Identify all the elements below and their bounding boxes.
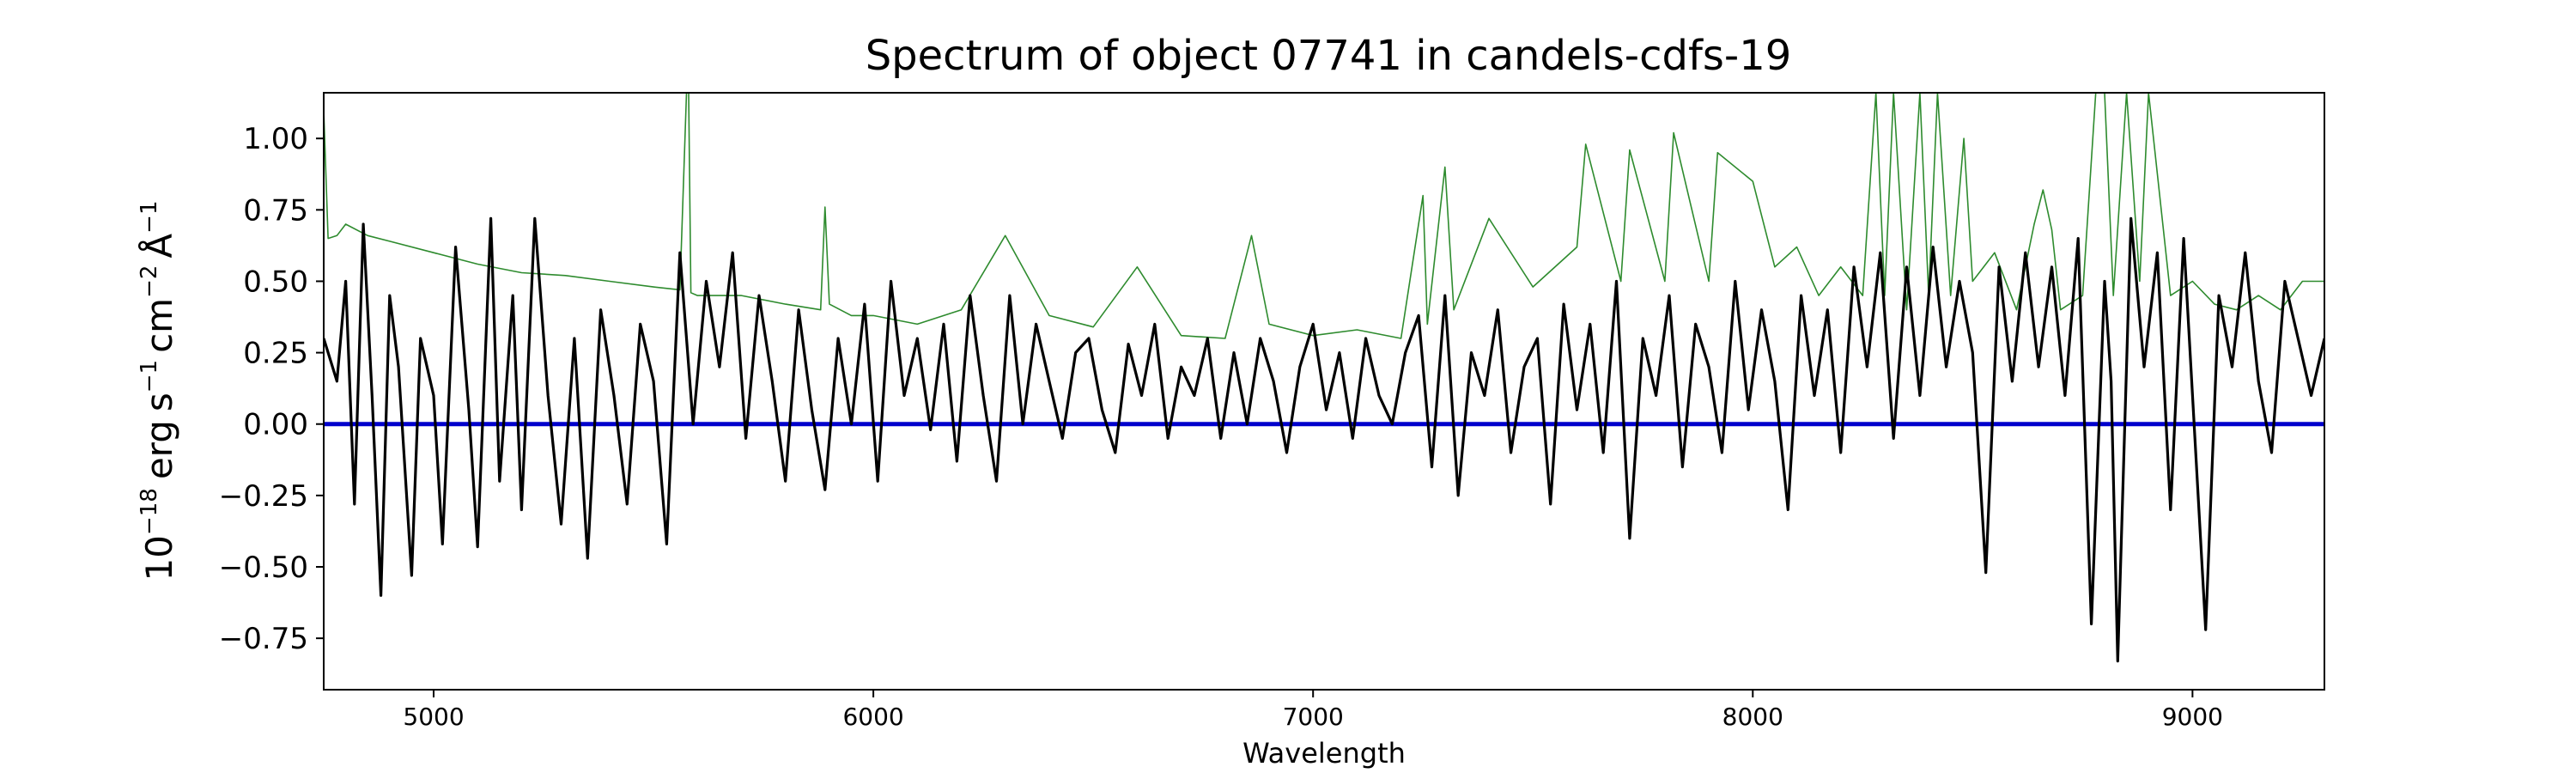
y-label-s: s — [138, 393, 180, 411]
y-axis: −0.75 −0.50 −0.25 0.00 0.25 0.50 0.75 1.00 — [219, 122, 324, 656]
y-label-cm-exp: −2 — [137, 265, 162, 298]
y-label-ang-exp: −1 — [137, 201, 162, 234]
x-tick-label: 9000 — [2162, 703, 2223, 731]
x-tick-label: 7000 — [1283, 703, 1344, 731]
y-tick-label: 0.25 — [243, 337, 308, 371]
y-tick-label: −0.50 — [219, 551, 308, 585]
x-tick-label: 6000 — [842, 703, 903, 731]
x-tick-label: 5000 — [403, 703, 464, 731]
y-tick-label: −0.25 — [219, 479, 308, 514]
y-axis-label: 10−18ergs−1cm−2Å−1 — [137, 201, 180, 581]
y-label-base: 10 — [138, 535, 180, 581]
y-tick-label: 1.00 — [243, 122, 308, 156]
y-tick-label: 0.00 — [243, 408, 308, 442]
y-tick-label: −0.75 — [219, 622, 308, 656]
y-label-ang: Å — [137, 234, 180, 259]
x-axis-label: Wavelength — [1242, 737, 1406, 770]
x-tick-label: 8000 — [1722, 703, 1783, 731]
series-line-flux — [324, 216, 2324, 663]
x-axis: 5000 6000 7000 8000 9000 — [403, 690, 2223, 731]
y-label-cm: cm — [138, 298, 180, 353]
y-label-erg: erg — [138, 420, 180, 479]
chart-title: Spectrum of object 07741 in candels-cdfs… — [866, 32, 1792, 80]
y-tick-label: 0.50 — [243, 265, 308, 299]
series-layer — [324, 93, 2324, 663]
y-tick-label: 0.75 — [243, 193, 308, 228]
y-label-exp: −18 — [137, 488, 162, 535]
y-label-s-exp: −1 — [137, 360, 162, 393]
plot-frame — [323, 92, 2325, 691]
series-line-error — [324, 93, 2324, 339]
